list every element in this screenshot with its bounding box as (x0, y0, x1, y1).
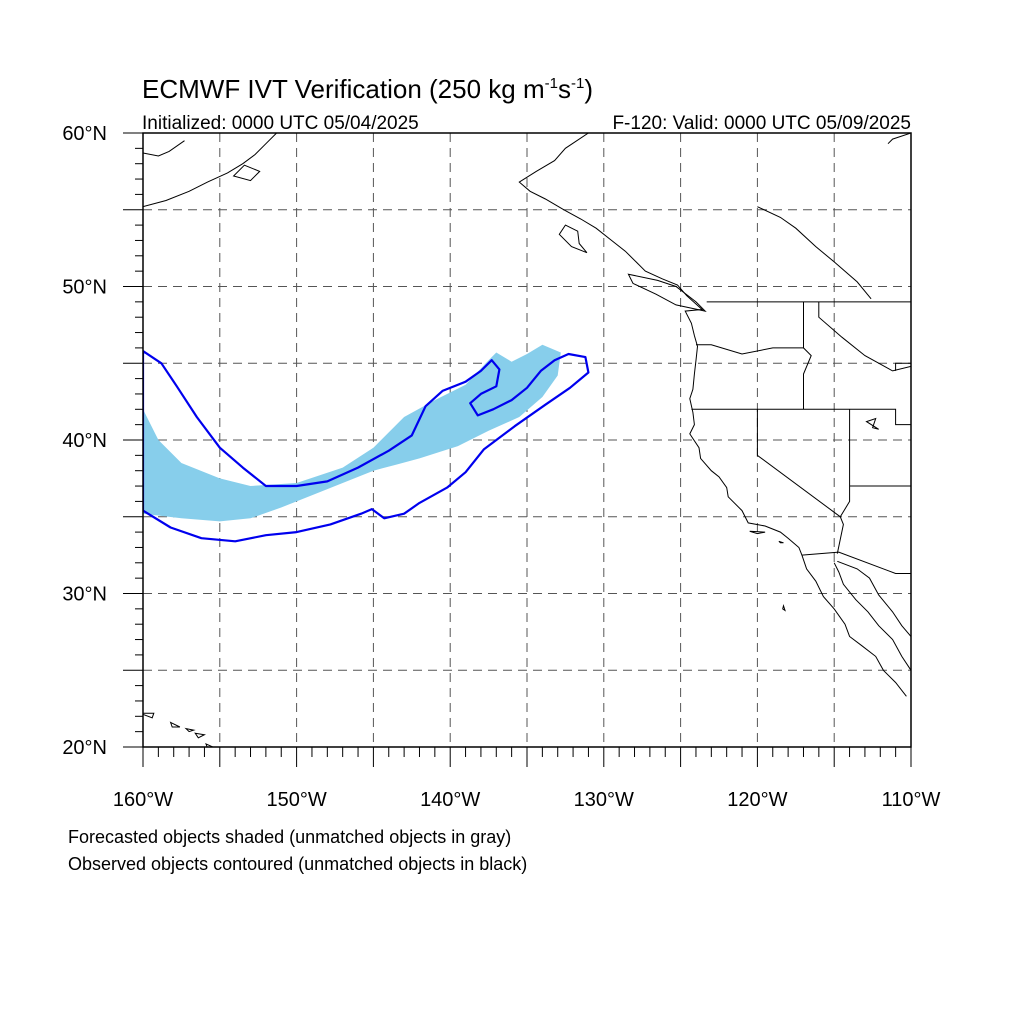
lon-tick-label: 160°W (113, 789, 173, 811)
lat-tick-label: 50°N (62, 277, 107, 299)
lat-tick-label: 40°N (62, 430, 107, 452)
forecast-objects (143, 344, 561, 522)
island-outline (184, 727, 196, 733)
plot-frame (142, 132, 912, 748)
island-outline (194, 732, 206, 739)
lon-tick-label: 130°W (574, 789, 634, 811)
coastline (518, 133, 907, 697)
lat-tick-label: 20°N (62, 737, 107, 759)
island-outline (627, 273, 707, 312)
state-border (691, 408, 911, 426)
graticule (143, 133, 911, 747)
title-block: ECMWF IVT Verification (250 kg m-1s-1) I… (142, 74, 911, 134)
axis-labels: 60°N 50°N 40°N 30°N 20°N 160°W 150°W 140°W 130°W… (62, 123, 940, 811)
island-outline (558, 224, 588, 254)
forecast-note: Forecasted objects shaded (unmatched obj… (68, 827, 511, 847)
observed-ivt-contour (143, 349, 590, 543)
legend-notes: Forecasted objects shaded (unmatched obj… (68, 827, 527, 874)
mainland-coastline (837, 560, 911, 637)
lon-tick-label: 150°W (266, 789, 326, 811)
lon-tick-label: 140°W (420, 789, 480, 811)
alaska-coastline (143, 140, 185, 157)
canada-boundary (757, 206, 872, 300)
axis-ticks (123, 132, 912, 767)
coastline-fragment (887, 133, 911, 145)
state-border (756, 409, 841, 518)
observed-note: Observed objects contoured (unmatched ob… (68, 854, 527, 874)
island-outline (169, 721, 181, 728)
island-outline (749, 530, 766, 535)
state-border (696, 344, 804, 355)
state-border (895, 362, 911, 371)
island-outline (782, 604, 786, 612)
forecast-ivt-object (143, 344, 561, 522)
gulf-coastline (833, 562, 911, 671)
plot-title: ECMWF IVT Verification (250 kg m-1s-1) (142, 74, 593, 104)
state-border (839, 409, 851, 518)
island-outline (143, 712, 155, 719)
observed-objects (143, 349, 590, 543)
alaska-coastline (143, 133, 277, 208)
lat-tick-label: 60°N (62, 123, 107, 145)
state-border (818, 301, 911, 372)
lat-tick-label: 30°N (62, 584, 107, 606)
island-outline (232, 164, 261, 182)
state-border (803, 301, 812, 410)
island-outline (778, 540, 784, 544)
state-border (836, 516, 844, 554)
lon-tick-label: 120°W (727, 789, 787, 811)
initialized-label: Initialized: 0000 UTC 05/04/2025 (142, 113, 419, 134)
island-outline (205, 742, 215, 747)
valid-label: F-120: Valid: 0000 UTC 05/09/2025 (612, 113, 911, 134)
coastlines-and-borders (143, 133, 911, 747)
island-outline (865, 417, 879, 430)
state-border (801, 551, 911, 574)
lon-tick-label: 110°W (882, 789, 941, 811)
